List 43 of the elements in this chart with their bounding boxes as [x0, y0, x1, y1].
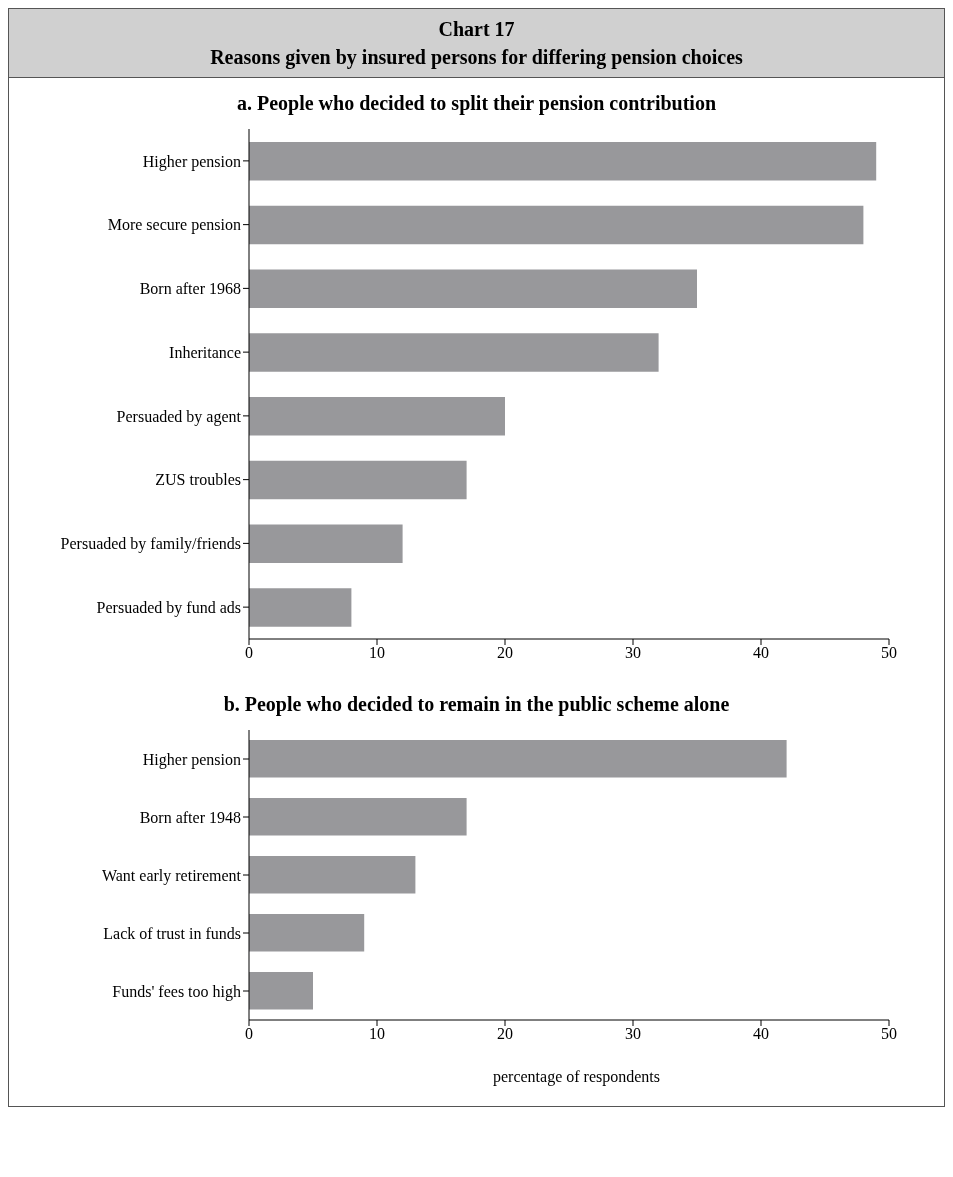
bar — [249, 524, 403, 563]
y-tick-label: Higher pension — [142, 152, 241, 171]
y-tick-label: Want early retirement — [101, 866, 242, 885]
x-tick-label: 30 — [625, 644, 641, 662]
x-tick-label: 30 — [625, 1025, 641, 1043]
bar — [249, 142, 877, 181]
bar — [249, 205, 864, 245]
y-tick-label: Persuaded by agent — [116, 407, 242, 426]
y-tick-label: Born after 1968 — [139, 280, 241, 298]
caption: Chart 17 — [437, 17, 516, 42]
bar — [249, 856, 416, 894]
x-tick-label: 10 — [369, 644, 385, 662]
bar — [249, 397, 505, 436]
y-tick-label: ZUS troubles — [155, 471, 241, 489]
y-tick-label: Lack of trust in funds — [103, 924, 241, 942]
x-tick-label: 40 — [753, 1025, 769, 1043]
bar — [249, 798, 467, 836]
text: Reasons given by insured persons for differing pension choices — [209, 45, 744, 71]
bar — [249, 588, 352, 627]
bar — [249, 740, 787, 778]
y-tick-label: Funds' fees too high — [112, 982, 241, 1001]
x-axis-title: percentage of respondents — [491, 1068, 661, 1086]
x-tick-label: 20 — [497, 644, 513, 662]
y-tick-label: Persuaded by fund ads — [96, 598, 241, 617]
bar — [249, 460, 467, 500]
y-tick-label: More secure pension — [107, 216, 241, 235]
y-tick-label: Higher pension — [142, 750, 241, 769]
x-tick-label: 20 — [497, 1025, 513, 1043]
bar — [249, 333, 659, 372]
chart-title: b. People who decided to remain in the public scheme alone — [222, 693, 731, 716]
chart-title: a. People who decided to split their pension contribution — [235, 92, 718, 115]
y-tick-label: Born after 1948 — [139, 808, 241, 826]
y-tick-label: Inheritance — [169, 343, 241, 361]
x-tick-label: 40 — [753, 644, 769, 662]
x-tick-label: 0 — [245, 1025, 253, 1043]
x-tick-label: 10 — [369, 1025, 385, 1043]
bar — [249, 972, 313, 1010]
bar — [249, 914, 365, 952]
y-tick-label: Persuaded by family/friends — [60, 535, 241, 554]
x-tick-label: 50 — [881, 644, 897, 662]
x-tick-label: 0 — [245, 644, 253, 662]
bar — [249, 269, 697, 308]
x-tick-label: 50 — [881, 1025, 897, 1043]
